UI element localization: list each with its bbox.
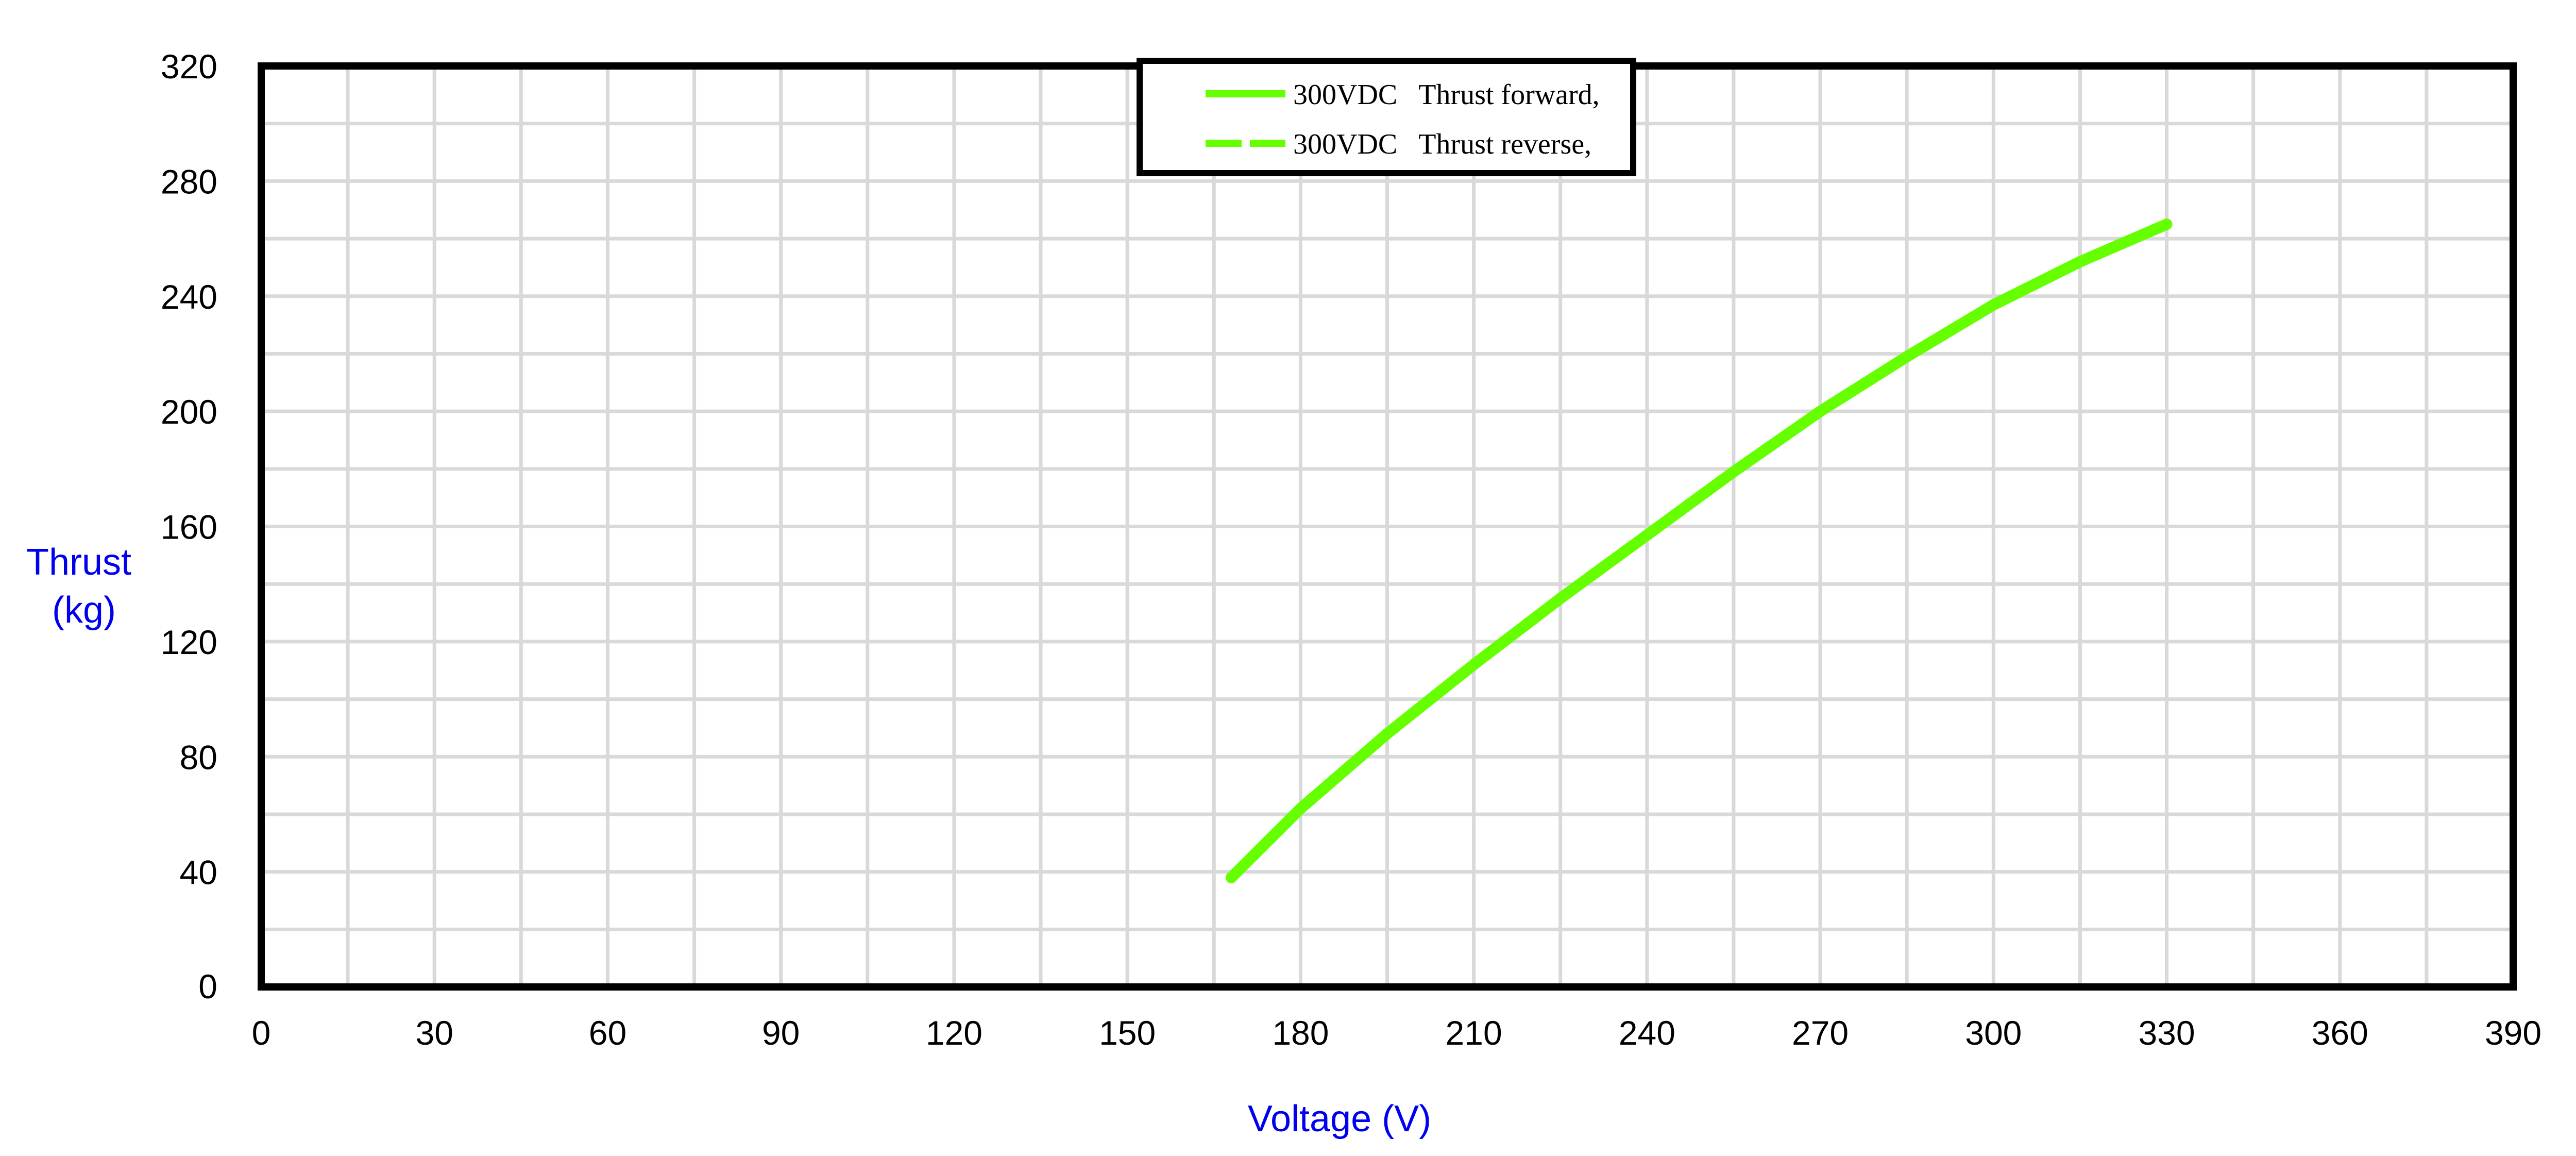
x-tick-label: 210 — [1446, 1014, 1502, 1052]
x-tick-label: 90 — [762, 1014, 800, 1052]
x-tick-label: 330 — [2138, 1014, 2195, 1052]
y-tick-label: 120 — [161, 623, 217, 661]
legend-label-forward: 300VDC Thrust forward, — [1293, 79, 1600, 111]
y-axis-title-line-1: Thrust — [26, 542, 131, 583]
series-layer — [1225, 219, 2173, 883]
y-tick-label: 160 — [161, 508, 217, 546]
series-point-reverse — [1555, 593, 1566, 604]
y-tick-label: 320 — [161, 47, 217, 86]
x-tick-label: 270 — [1792, 1014, 1849, 1052]
x-tick-label: 0 — [252, 1014, 271, 1052]
x-tick-label: 60 — [589, 1014, 626, 1052]
x-tick-label: 390 — [2485, 1014, 2541, 1052]
series-point-reverse — [1226, 872, 1236, 883]
series-point-reverse — [1382, 728, 1393, 739]
series-point-reverse — [1295, 803, 1306, 814]
x-axis-ticks: 0 30 60 90 120 150 180 210 240 270 300 330 360 390 — [252, 1014, 2541, 1052]
x-tick-label: 150 — [1099, 1014, 1156, 1052]
series-line-reverse — [1227, 219, 2169, 881]
series-point-reverse — [1988, 299, 1999, 310]
series-point-reverse — [1641, 530, 1652, 541]
x-tick-label: 180 — [1272, 1014, 1329, 1052]
y-tick-label: 40 — [180, 853, 217, 892]
series-point-reverse — [2075, 256, 2086, 267]
y-axis-ticks: 0 40 80 120 160 200 240 280 320 — [161, 47, 217, 1006]
x-axis-title: Voltage (V) — [1248, 1098, 1431, 1140]
y-tick-label: 240 — [161, 278, 217, 316]
x-tick-label: 240 — [1619, 1014, 1675, 1052]
x-tick-label: 300 — [1965, 1014, 2022, 1052]
series-point-reverse — [1468, 659, 1479, 670]
x-tick-label: 360 — [2312, 1014, 2368, 1052]
series-point-reverse — [1815, 406, 1826, 417]
series-line-forward — [1225, 219, 2173, 883]
legend-label-reverse: 300VDC Thrust reverse, — [1293, 128, 1591, 160]
y-tick-label: 200 — [161, 393, 217, 431]
series-point-reverse — [1728, 466, 1739, 477]
y-axis-title: Thrust (kg) — [26, 542, 142, 631]
series-point-reverse — [2161, 219, 2172, 230]
y-axis-title-line-2: (kg) — [52, 590, 116, 631]
y-tick-label: 0 — [198, 967, 217, 1006]
grid — [259, 64, 2515, 989]
legend: 300VDC Thrust forward, 300VDC Thrust rev… — [1137, 58, 1636, 176]
y-tick-label: 80 — [180, 738, 217, 776]
y-tick-label: 280 — [161, 162, 217, 200]
series-point-reverse — [1902, 351, 1912, 362]
x-tick-label: 30 — [416, 1014, 453, 1052]
legend-box — [1137, 58, 1636, 176]
x-tick-label: 120 — [926, 1014, 982, 1052]
